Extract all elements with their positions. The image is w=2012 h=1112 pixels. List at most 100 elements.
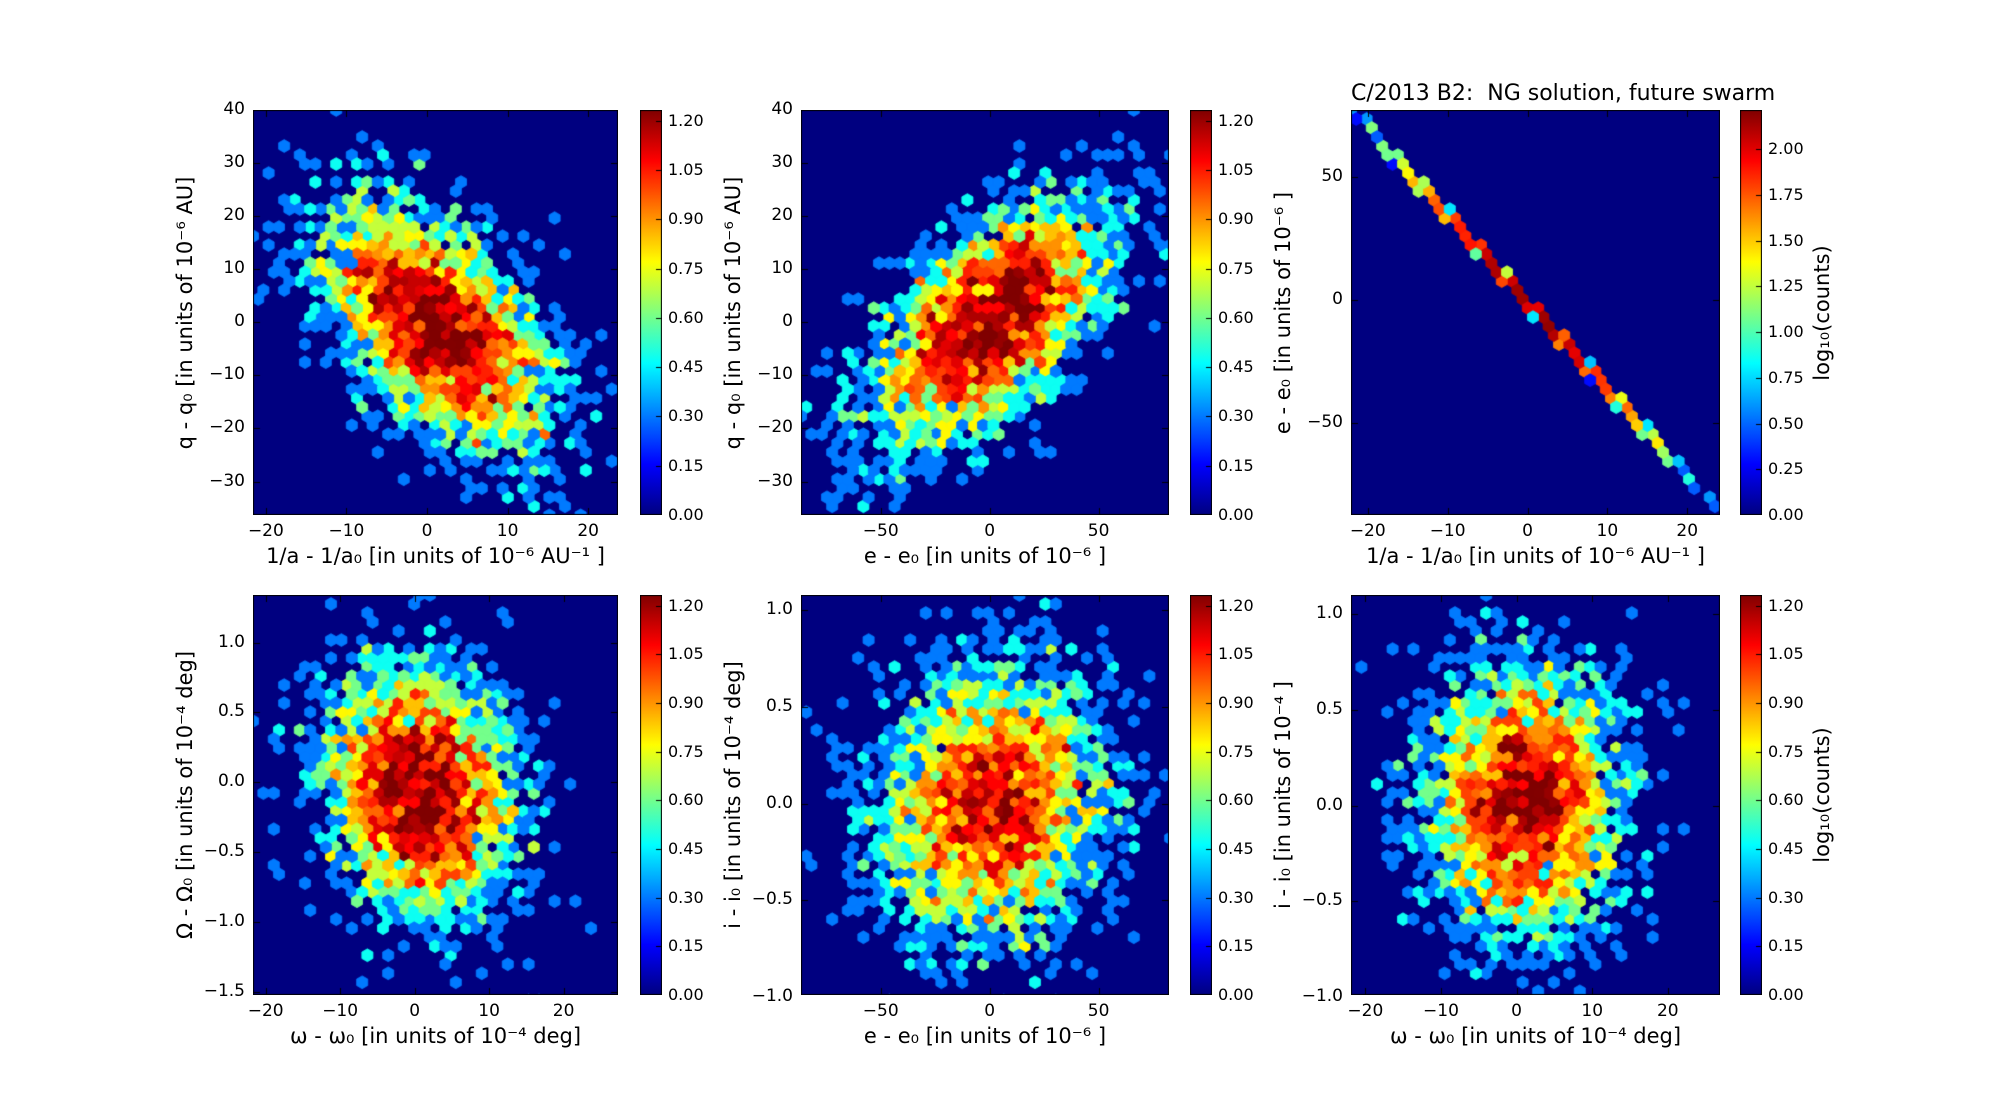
colorbar-tick-label: 0.90 — [1768, 693, 1804, 713]
x-tick-label: 20 — [1676, 521, 1699, 541]
colorbar-tick-label: 1.75 — [1768, 185, 1804, 205]
y-tick-label: 0.5 — [1315, 698, 1343, 719]
colorbar-tick-label: 0.60 — [668, 307, 704, 327]
colorbar-tick-label: 0.30 — [1218, 406, 1254, 426]
colorbar-tick-label: 0.15 — [668, 455, 704, 475]
colorbar-tick-label: 0.90 — [668, 693, 704, 713]
x-tick-label: 20 — [552, 1001, 575, 1021]
y-tick-label: 30 — [223, 152, 245, 173]
x-tick-label: 0 — [1522, 521, 1533, 541]
x-tick-label: −20 — [247, 1001, 284, 1021]
colorbar — [640, 110, 662, 515]
hexbin-plot-i-vs-omega — [1351, 595, 1720, 995]
colorbar-tick-label: 2.00 — [1768, 139, 1804, 159]
colorbar-tick-label: 0.45 — [1768, 839, 1804, 858]
y-tick-label: 0 — [782, 311, 793, 332]
x-tick-label: −20 — [1349, 521, 1386, 541]
y-tick-label: −0.5 — [751, 889, 793, 910]
colorbar-tick-label: 0.25 — [1768, 459, 1804, 479]
colorbar-tick-label: 1.20 — [1218, 595, 1254, 615]
colorbar-tick-label: 0.30 — [668, 887, 704, 907]
y-tick-label: 0 — [1332, 288, 1343, 309]
colorbar-tick-label: 1.20 — [1218, 110, 1254, 130]
x-tick-label: 20 — [577, 521, 599, 541]
colorbar-tick-label: 0.45 — [1218, 357, 1254, 377]
colorbar-tick-label: 0.45 — [668, 357, 704, 377]
y-tick-label: 1.0 — [1315, 603, 1343, 624]
x-tick-label: 50 — [1087, 1001, 1110, 1021]
y-tick-label: −10 — [209, 364, 245, 385]
colorbar-tick-label: 1.05 — [1218, 160, 1254, 180]
x-tick-label: 0 — [409, 1001, 421, 1021]
hexbin-plot-e-vs-inv-a — [1351, 110, 1720, 515]
hexbin-plot-q-vs-inv-a — [253, 110, 618, 515]
y-tick-label: −30 — [209, 470, 245, 491]
y-tick-label: −0.5 — [1301, 890, 1343, 911]
colorbar-tick-label: 0.15 — [1218, 936, 1254, 956]
x-tick-label: −50 — [862, 1001, 899, 1021]
y-tick-label: 30 — [771, 152, 793, 173]
y-tick-label: 0.5 — [217, 701, 245, 722]
colorbar — [640, 595, 662, 995]
colorbar-tick-label: 1.20 — [668, 110, 704, 130]
y-tick-label: −30 — [757, 470, 793, 491]
colorbar-tick-label: 1.50 — [1768, 230, 1804, 250]
colorbar-tick-label: 0.90 — [668, 209, 704, 229]
colorbar-tick-label: 1.05 — [668, 160, 704, 180]
x-tick-label: 20 — [1656, 1001, 1679, 1021]
y-tick-label: −10 — [757, 364, 793, 385]
colorbar-tick-label: 1.00 — [1768, 322, 1804, 342]
colorbar-tick-label: 0.00 — [1218, 985, 1254, 1004]
colorbar-tick-label: 0.00 — [1768, 505, 1804, 524]
x-tick-label: 0 — [1511, 1001, 1522, 1021]
x-axis-label: ω - ω₀ [in units of 10⁻⁴ deg] — [1389, 1024, 1682, 1048]
y-tick-label: −1.5 — [203, 981, 245, 1002]
y-tick-label: −20 — [209, 417, 245, 438]
x-tick-label: −20 — [247, 521, 284, 541]
y-tick-label: 20 — [223, 205, 245, 226]
colorbar-tick-label: 0.45 — [668, 839, 704, 858]
y-tick-label: 1.0 — [765, 599, 793, 620]
figure-title: C/2013 B2: NG solution, future swarm — [1351, 81, 1776, 106]
colorbar-tick-label: 0.75 — [1218, 258, 1254, 278]
y-axis-label: Ω - Ω₀ [in units of 10⁻⁴ deg] — [173, 650, 197, 940]
colorbar-tick-label: 0.00 — [1218, 505, 1254, 524]
colorbar — [1740, 595, 1762, 995]
colorbar-tick-label: 0.00 — [1768, 985, 1804, 1004]
y-tick-label: 20 — [771, 205, 793, 226]
colorbar-tick-label: 0.30 — [1768, 887, 1804, 907]
y-tick-label: −0.5 — [203, 841, 245, 862]
x-tick-label: 10 — [478, 1001, 500, 1021]
colorbar-tick-label: 1.05 — [668, 644, 704, 664]
x-tick-label: 0 — [984, 521, 996, 541]
colorbar-tick-label: 0.30 — [1218, 887, 1254, 907]
colorbar-tick-label: 0.90 — [1218, 209, 1254, 229]
x-tick-label: −50 — [862, 521, 899, 541]
y-tick-label: 0.0 — [765, 792, 793, 813]
x-tick-label: 10 — [496, 521, 519, 541]
colorbar-tick-label: 0.60 — [1768, 790, 1804, 810]
x-axis-label: 1/a - 1/a₀ [in units of 10⁻⁶ AU⁻¹ ] — [266, 544, 605, 568]
colorbar-tick-label: 1.20 — [668, 595, 704, 615]
y-axis-label: e - e₀ [in units of 10⁻⁶ ] — [1271, 191, 1295, 434]
colorbar-tick-label: 0.30 — [668, 406, 704, 426]
x-tick-label: 0 — [421, 521, 433, 541]
colorbar-tick-label: 0.60 — [1218, 307, 1254, 327]
y-tick-label: −20 — [757, 417, 793, 438]
y-tick-label: 1.0 — [217, 631, 245, 652]
x-tick-label: −10 — [322, 1001, 359, 1021]
colorbar — [1190, 595, 1212, 995]
colorbar-tick-label: 0.75 — [668, 741, 704, 761]
y-tick-label: 0.0 — [217, 771, 245, 792]
colorbar-tick-label: 0.15 — [1768, 936, 1804, 956]
x-tick-label: −10 — [1429, 521, 1466, 541]
hexbin-plot-Omega-vs-omega — [253, 595, 618, 995]
colorbar-tick-label: 0.45 — [1218, 839, 1254, 858]
x-axis-label: e - e₀ [in units of 10⁻⁶ ] — [863, 1024, 1107, 1048]
x-tick-label: 10 — [1581, 1001, 1604, 1021]
colorbar-tick-label: 0.15 — [1218, 455, 1254, 475]
colorbar — [1190, 110, 1212, 515]
y-tick-label: 50 — [1321, 166, 1343, 187]
y-tick-label: 40 — [223, 99, 245, 119]
